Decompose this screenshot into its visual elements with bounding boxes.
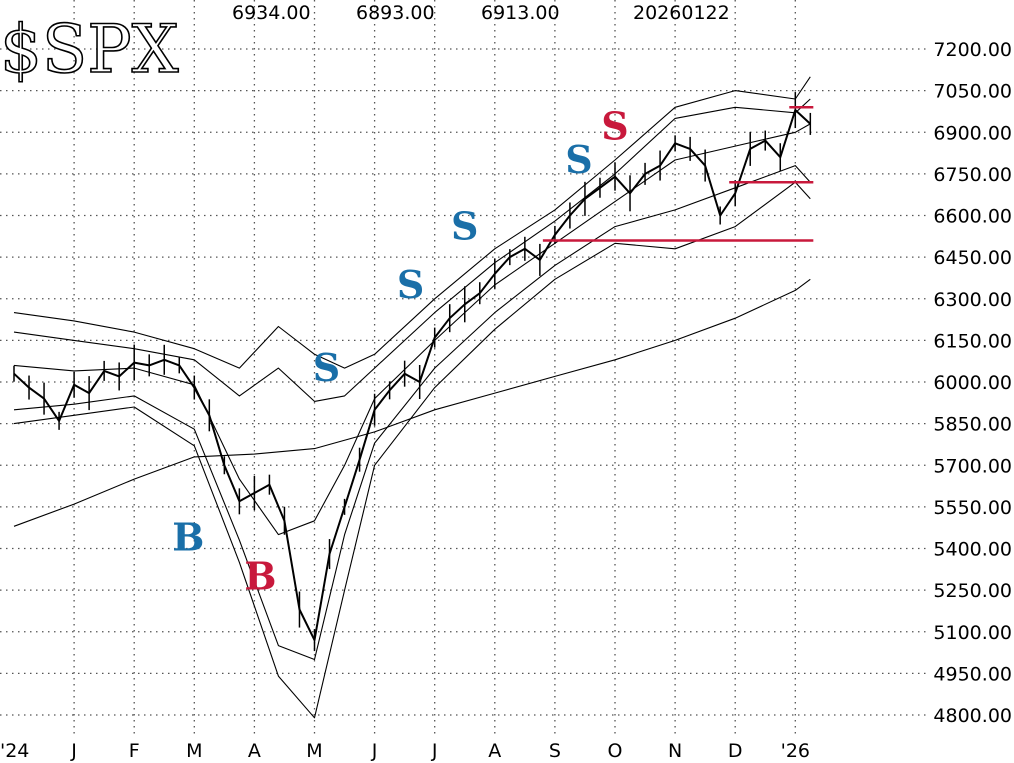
y-tick-label: 5100.00 xyxy=(933,622,1012,644)
series-middle-average xyxy=(13,123,811,536)
y-tick-label: 6600.00 xyxy=(933,206,1012,228)
x-tick-label: J xyxy=(431,740,438,762)
y-tick-label: 6900.00 xyxy=(933,122,1012,144)
x-tick-label: M xyxy=(306,740,322,762)
x-tick-label: '24 xyxy=(0,740,29,762)
y-tick-label: 5850.00 xyxy=(933,414,1012,436)
x-tick-label: A xyxy=(248,740,261,762)
series-long-term-average xyxy=(13,278,811,527)
x-tick-label: J xyxy=(70,740,77,762)
y-tick-label: 6750.00 xyxy=(933,164,1012,186)
signal-s: S xyxy=(397,262,424,307)
x-tick-label: F xyxy=(129,740,140,762)
x-tick-label: S xyxy=(549,740,561,762)
x-tick-label: '26 xyxy=(781,740,810,762)
signal-s: S xyxy=(565,137,592,182)
signal-s: S xyxy=(313,345,340,390)
x-tick-label: A xyxy=(488,740,501,762)
signal-s: S xyxy=(601,104,628,149)
y-tick-label: 6150.00 xyxy=(933,330,1012,352)
y-tick-label: 6000.00 xyxy=(933,372,1012,394)
x-tick-label: D xyxy=(728,740,743,762)
signal-b: B xyxy=(172,514,204,559)
y-tick-label: 4800.00 xyxy=(933,705,1012,727)
y-tick-label: 5700.00 xyxy=(933,455,1012,477)
series-price xyxy=(13,109,811,642)
x-tick-label: M xyxy=(186,740,202,762)
signal-b: B xyxy=(244,553,276,598)
x-tick-label: N xyxy=(668,740,682,762)
y-tick-label: 7050.00 xyxy=(933,81,1012,103)
header-date: 20260122 xyxy=(633,2,730,24)
series-upper-band-outer xyxy=(13,76,811,369)
y-tick-label: 5400.00 xyxy=(933,539,1012,561)
series-upper-band-inner xyxy=(13,98,811,402)
signal-s: S xyxy=(451,204,478,249)
grid xyxy=(0,0,930,735)
y-tick-label: 6450.00 xyxy=(933,247,1012,269)
y-tick-label: 5250.00 xyxy=(933,580,1012,602)
y-tick-label: 7200.00 xyxy=(933,39,1012,61)
reference-lines xyxy=(542,106,814,242)
y-tick-label: 4950.00 xyxy=(933,663,1012,685)
x-tick-label: J xyxy=(371,740,378,762)
y-tick-label: 5550.00 xyxy=(933,497,1012,519)
header-value-1: 6934.00 xyxy=(232,2,311,24)
y-tick-label: 6300.00 xyxy=(933,289,1012,311)
chart-title: $SPX xyxy=(0,11,179,88)
header-value-2: 6893.00 xyxy=(356,2,435,24)
x-tick-label: O xyxy=(608,740,623,762)
y-axis: 7200.00 7050.00 6900.00 6750.00 6600.00 6450.… xyxy=(933,39,1012,727)
header-value-3: 6913.00 xyxy=(481,2,560,24)
x-axis: '24 J F M A M J J A S O N D '26 xyxy=(0,740,810,762)
series-lower-band-inner xyxy=(13,165,811,661)
series-layer xyxy=(13,76,812,719)
